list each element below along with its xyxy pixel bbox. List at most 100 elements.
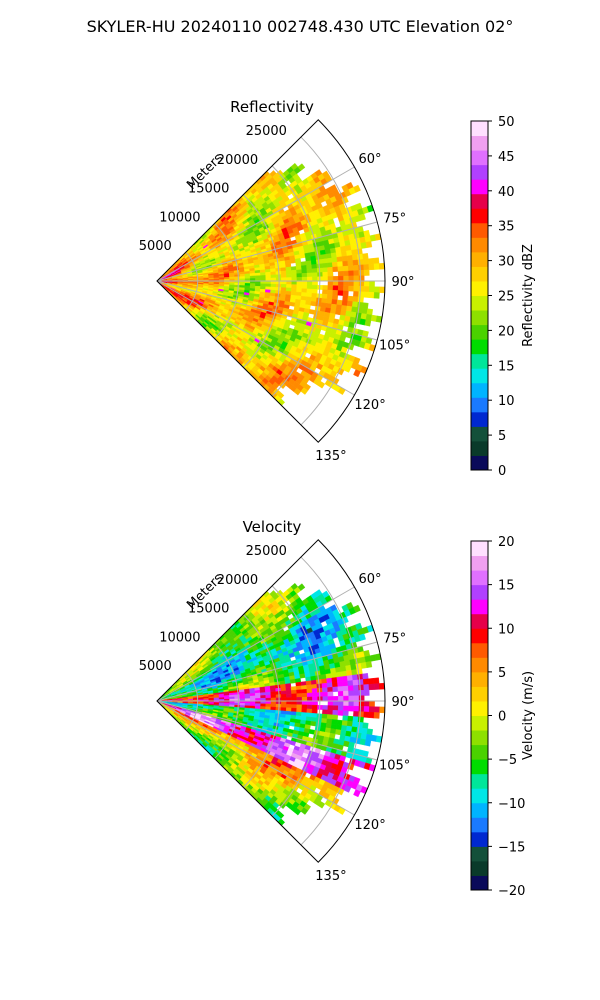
data-cell [342, 295, 349, 302]
data-cell [332, 705, 339, 711]
data-cell [306, 288, 313, 294]
data-cell [348, 285, 355, 292]
data-cell [293, 387, 302, 396]
data-cell [337, 681, 344, 687]
data-cell [357, 259, 364, 266]
data-cell [338, 275, 344, 282]
colorbar-tick-label: 5 [498, 429, 506, 444]
data-cell [366, 308, 374, 316]
data-cell [301, 708, 308, 714]
data-cell [337, 686, 344, 692]
data-cell [342, 260, 349, 267]
r-tick-label: 25000 [246, 544, 287, 559]
data-cell [362, 673, 369, 680]
colorbar-bin [471, 700, 488, 716]
data-cell [327, 709, 334, 716]
data-cell [281, 280, 287, 285]
colorbar-bin [471, 135, 488, 151]
colorbar-tick-label: −15 [498, 840, 525, 855]
theta-tick-label: 90° [391, 275, 414, 290]
data-cell [368, 711, 375, 719]
data-cell [280, 284, 287, 288]
colorbar-bin [471, 570, 488, 586]
colorbar-tick-label: 0 [498, 710, 506, 725]
data-cell [357, 301, 364, 309]
data-cell [327, 686, 334, 693]
data-cell [327, 285, 334, 291]
data-cell [337, 691, 344, 697]
colorbar-tick-label: 5 [498, 666, 506, 681]
data-cell [280, 707, 287, 712]
colorbar-tick-label: 40 [498, 185, 515, 200]
data-cell [358, 264, 365, 271]
data-cell [337, 710, 344, 716]
data-cell [335, 251, 343, 258]
data-cell [291, 697, 298, 702]
data-cell [293, 807, 302, 816]
data-cell [312, 696, 318, 702]
data-cell [311, 292, 318, 299]
data-cell [347, 715, 354, 722]
data-cell [337, 705, 344, 711]
data-cell [286, 693, 292, 698]
data-cell [358, 286, 365, 293]
data-cell [365, 661, 373, 668]
data-cell [337, 290, 344, 296]
data-cell [341, 720, 348, 727]
data-cell [361, 307, 368, 315]
data-cell [301, 704, 308, 710]
data-cell [291, 700, 298, 705]
data-cell [322, 696, 329, 702]
data-cell [270, 283, 277, 288]
colorbar-bin [471, 382, 488, 398]
data-cell [281, 697, 287, 702]
data-cell [346, 675, 354, 682]
data-cell [332, 290, 339, 296]
data-cell [358, 706, 365, 713]
data-cell [327, 700, 334, 706]
panel-title: Velocity [243, 518, 302, 536]
data-cell [301, 700, 308, 706]
data-cell [270, 694, 277, 699]
data-cell [306, 292, 313, 298]
data-cell [327, 289, 334, 296]
data-cell [346, 669, 353, 677]
colorbar-tick-label: 0 [498, 464, 506, 479]
r-tick-label: 5000 [139, 659, 172, 674]
data-cell [343, 365, 352, 373]
data-cell [341, 670, 348, 677]
data-cell [306, 692, 313, 698]
colorbar-bin [471, 193, 488, 209]
data-cell [291, 284, 298, 289]
data-cell [341, 255, 348, 262]
r-tick-label: 20000 [217, 573, 258, 588]
data-cell [291, 280, 298, 285]
r-tick-label: 15000 [188, 182, 229, 197]
data-cell [379, 286, 386, 294]
data-cell [285, 270, 292, 275]
data-cell [351, 726, 358, 733]
data-cell [308, 729, 316, 735]
data-cell [286, 284, 292, 289]
data-cell [321, 293, 328, 300]
data-cell [346, 300, 354, 307]
data-cell [336, 676, 343, 683]
data-cell [343, 695, 349, 702]
colorbar-bin [471, 353, 488, 369]
colorbar-bin [471, 846, 488, 862]
data-cell [373, 677, 380, 685]
data-cell [347, 680, 354, 687]
data-cell [374, 706, 380, 713]
data-cell [307, 280, 313, 286]
velocity-panel: Velocity50001000015000200002500060°75°90… [139, 518, 536, 899]
data-cell [337, 285, 344, 291]
data-cell [299, 673, 306, 679]
data-cell [353, 705, 360, 712]
data-cell [358, 633, 366, 641]
sector-frame [156, 119, 386, 443]
data-cell [280, 694, 287, 698]
data-cell [239, 276, 246, 280]
r-tick-label: 5000 [139, 239, 172, 254]
colorbar-bin [471, 440, 488, 456]
colorbar-bin [471, 541, 488, 557]
